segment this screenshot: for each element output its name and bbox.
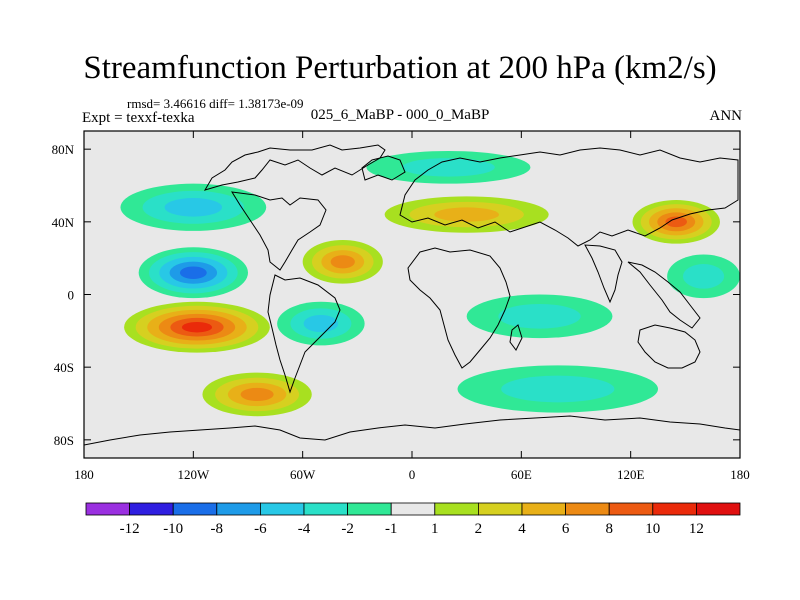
experiment-label: Expt = texxf-texka xyxy=(82,110,195,126)
feature-negative-south-atlantic xyxy=(277,301,365,346)
x-tick-label: 120E xyxy=(617,467,645,482)
y-tick-label: 0 xyxy=(68,288,75,303)
colorbar-label: -12 xyxy=(120,521,140,537)
colorbar-swatch xyxy=(477,502,523,516)
feature-positive-eurasia xyxy=(384,196,549,233)
antarctica-outline xyxy=(84,415,740,446)
colorbar-label: -8 xyxy=(211,521,224,537)
colorbar: -12 -10 -8 -6 -4 -2 -1 1 2 4 6 8 10 12 xyxy=(85,502,741,537)
colorbar-swatch xyxy=(565,502,610,516)
colorbar-swatch xyxy=(303,502,348,516)
africa-outline xyxy=(407,247,511,369)
positive-southern-pacific-high-lat-band xyxy=(240,387,274,402)
india-outline xyxy=(584,244,623,304)
positive-tropical-atlantic-band xyxy=(330,255,355,269)
colorbar-swatch xyxy=(347,502,392,516)
colorbar-label: 1 xyxy=(431,521,439,537)
madagascar-outline xyxy=(509,324,523,351)
colorbar-label: -4 xyxy=(298,521,311,537)
colorbar-label: -6 xyxy=(254,521,267,537)
positive-north-pacific-east-asia-band xyxy=(665,216,687,228)
y-tick-label: 40N xyxy=(52,215,75,230)
colorbar-swatch xyxy=(216,502,261,516)
strong-positive-south-pacific-band xyxy=(181,321,213,333)
season-label: ANN xyxy=(709,108,743,124)
positive-eurasia-band xyxy=(434,207,499,222)
chart-subtitle: 025_6_MaBP - 000_0_MaBP xyxy=(310,107,490,123)
colorbar-swatch xyxy=(696,502,741,516)
colorbar-label: 8 xyxy=(605,521,613,537)
x-tick-label: 180 xyxy=(74,467,94,482)
colorbar-swatch xyxy=(390,502,436,516)
feature-negative-southern-ocean-indian xyxy=(457,365,658,413)
colorbar-label: -2 xyxy=(341,521,354,537)
colorbar-label: 12 xyxy=(689,521,704,537)
colorbar-swatch xyxy=(129,502,174,516)
negative-west-pacific-band xyxy=(682,264,725,289)
colorbar-label: -1 xyxy=(385,521,398,537)
stats-text: rmsd= 3.46616 diff= 1.38173e-09 xyxy=(127,96,304,111)
feature-strong-negative-east-pacific xyxy=(138,247,248,299)
central-america-outline xyxy=(231,191,327,271)
axes: 180 120W 60W 0 60E 120E 180 80N 40N 0 40S 80S xyxy=(52,131,750,482)
feature-negative-north-pacific xyxy=(120,183,267,231)
strong-negative-east-pacific-band xyxy=(179,266,207,279)
coastline-outlines xyxy=(84,144,740,446)
y-tick-label: 80S xyxy=(54,433,74,448)
x-tick-label: 60W xyxy=(290,467,316,482)
feature-strong-positive-south-pacific xyxy=(124,301,270,353)
southeast-asia-outline xyxy=(627,261,701,329)
x-tick-label: 60E xyxy=(511,467,532,482)
colorbar-label: -10 xyxy=(163,521,183,537)
colorbar-swatch xyxy=(434,502,479,516)
south-america-outline xyxy=(267,274,341,394)
negative-southern-ocean-indian-band xyxy=(501,375,615,403)
australia-outline xyxy=(637,324,701,369)
feature-positive-north-pacific-east-asia xyxy=(632,200,720,244)
colorbar-swatch xyxy=(259,502,305,516)
y-tick-label: 40S xyxy=(54,360,74,375)
feature-positive-tropical-atlantic xyxy=(302,239,383,284)
feature-negative-indian-ocean xyxy=(466,294,613,339)
greenland-outline xyxy=(361,155,406,181)
colorbar-swatch xyxy=(172,502,218,516)
x-tick-label: 120W xyxy=(177,467,210,482)
negative-indian-ocean-band xyxy=(498,303,581,329)
eurasia-outline xyxy=(399,147,739,247)
feature-positive-southern-pacific-high-lat xyxy=(202,372,312,417)
colorbar-swatch xyxy=(652,502,697,516)
colorbar-swatch xyxy=(608,502,654,516)
colorbar-swatch xyxy=(521,502,566,516)
colorbar-label: 6 xyxy=(562,521,570,537)
y-tick-label: 80N xyxy=(52,142,75,157)
colorbar-label: 4 xyxy=(518,521,526,537)
feature-negative-arctic xyxy=(366,150,531,184)
colorbar-swatch xyxy=(85,502,130,516)
chart-title: Streamfunction Perturbation at 200 hPa (… xyxy=(83,50,717,86)
x-tick-label: 0 xyxy=(409,467,416,482)
north-america-outline xyxy=(203,144,386,191)
feature-negative-west-pacific xyxy=(667,254,740,299)
map-plot-area xyxy=(84,131,740,458)
colorbar-label: 2 xyxy=(475,521,483,537)
x-tick-label: 180 xyxy=(730,467,750,482)
negative-north-pacific-band xyxy=(164,197,223,217)
colorbar-label: 10 xyxy=(645,521,660,537)
